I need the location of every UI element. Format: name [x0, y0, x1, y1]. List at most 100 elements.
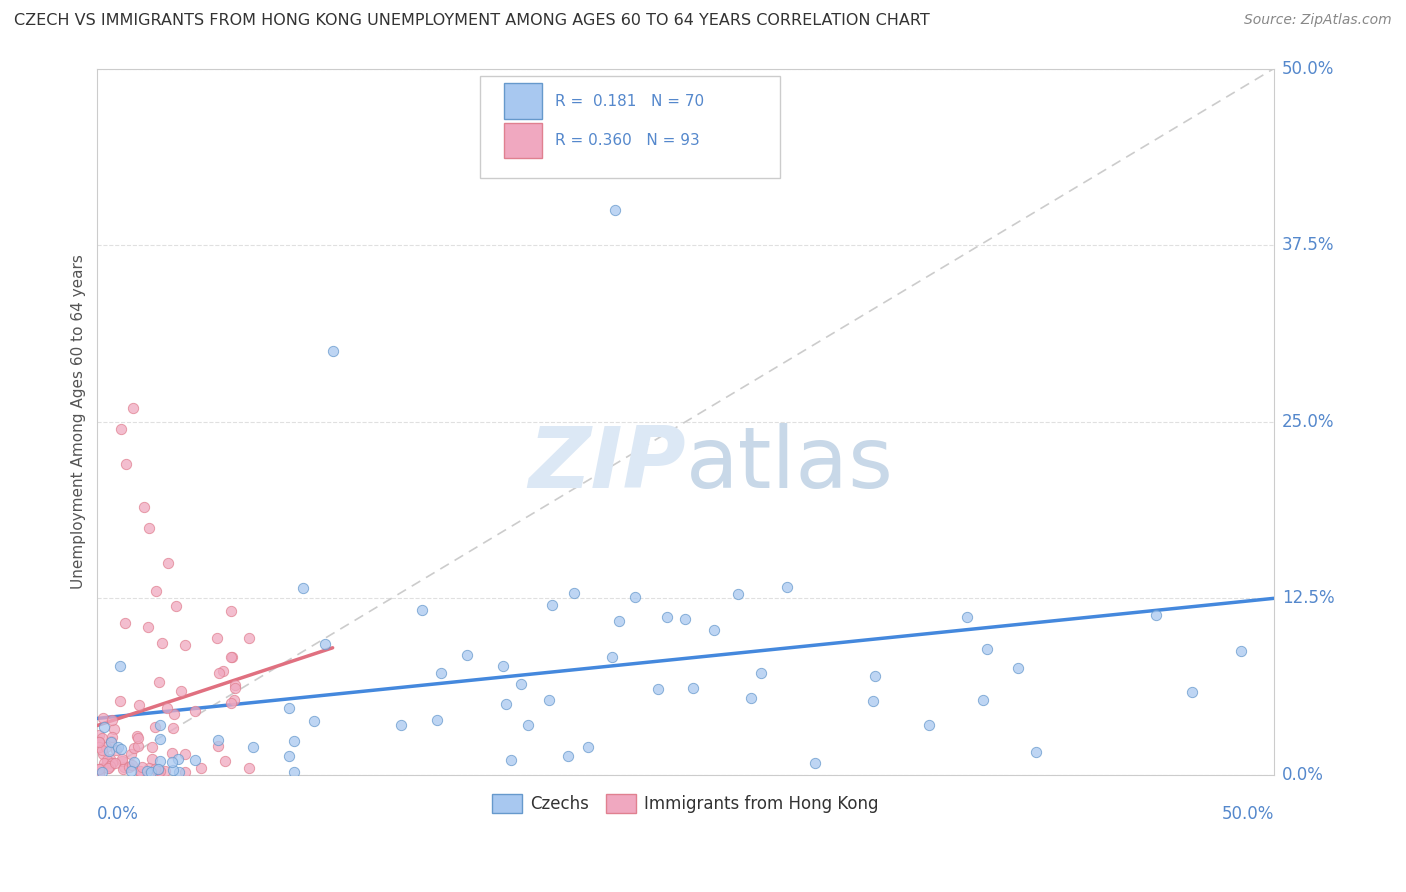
Point [96, 753, 118, 767]
Point [205, 631, 228, 645]
Text: Source: ZipAtlas.com: Source: ZipAtlas.com [1244, 13, 1392, 28]
Point [221, 650, 243, 665]
Point [101, 756, 124, 770]
Point [127, 739, 149, 753]
Text: 0.0%: 0.0% [1282, 766, 1324, 784]
Point [557, 749, 579, 764]
Point [143, 720, 166, 734]
Point [108, 659, 131, 673]
Point [101, 756, 124, 771]
Point [131, 767, 153, 781]
Point [100, 734, 122, 748]
Point [101, 713, 124, 727]
Point [516, 718, 538, 732]
Point [94, 740, 117, 755]
Point [163, 707, 186, 722]
Point [143, 762, 166, 776]
Point [156, 701, 179, 715]
Point [162, 763, 184, 777]
Point [112, 760, 135, 774]
Point [167, 765, 190, 780]
Point [90, 743, 112, 757]
Point [603, 202, 626, 217]
Point [302, 714, 325, 728]
Point [972, 693, 994, 707]
Point [87, 763, 110, 777]
Point [110, 694, 132, 708]
Point [93, 756, 115, 770]
Point [107, 740, 129, 755]
Point [98, 758, 121, 772]
Point [97, 762, 120, 776]
Point [1025, 745, 1047, 759]
Point [89, 735, 111, 749]
Point [149, 764, 172, 779]
Legend: Czechs, Immigrants from Hong Kong: Czechs, Immigrants from Hong Kong [485, 787, 886, 820]
Point [703, 624, 725, 638]
Point [101, 731, 124, 745]
Point [863, 668, 886, 682]
Point [124, 740, 146, 755]
Text: ZIP: ZIP [527, 423, 686, 506]
Point [98, 744, 121, 758]
Point [152, 636, 174, 650]
Point [173, 747, 195, 761]
Point [136, 620, 159, 634]
Point [141, 739, 163, 754]
Point [242, 740, 264, 755]
Point [165, 599, 187, 613]
Point [138, 761, 160, 775]
Point [135, 764, 157, 778]
Point [501, 753, 523, 767]
Text: 50.0%: 50.0% [1282, 60, 1334, 78]
Point [118, 760, 141, 774]
Point [510, 677, 533, 691]
Text: 50.0%: 50.0% [1222, 805, 1274, 823]
Point [146, 762, 169, 776]
Point [87, 762, 110, 776]
Point [149, 718, 172, 732]
Point [124, 755, 146, 769]
Point [238, 761, 260, 775]
Point [146, 762, 169, 776]
Point [749, 666, 772, 681]
Point [120, 747, 142, 762]
Point [207, 739, 229, 753]
Point [110, 422, 132, 436]
Text: R =  0.181   N = 70: R = 0.181 N = 70 [555, 94, 704, 109]
Point [673, 612, 696, 626]
Text: 0.0%: 0.0% [97, 805, 139, 823]
Point [134, 500, 156, 514]
Point [647, 681, 669, 696]
Point [174, 764, 197, 779]
Point [292, 581, 315, 595]
Point [114, 457, 136, 471]
Point [283, 765, 305, 780]
Point [322, 344, 344, 359]
Point [1007, 661, 1029, 675]
Point [87, 767, 110, 781]
Point [127, 730, 149, 744]
Point [207, 732, 229, 747]
Point [121, 758, 143, 772]
Point [456, 648, 478, 662]
Point [803, 756, 825, 770]
Point [121, 401, 143, 415]
Point [110, 741, 132, 756]
FancyBboxPatch shape [479, 76, 780, 178]
Point [562, 586, 585, 600]
Point [492, 659, 515, 673]
Point [98, 752, 121, 766]
Point [918, 718, 941, 732]
Point [214, 755, 236, 769]
Point [430, 665, 453, 680]
Point [97, 761, 120, 775]
Point [976, 642, 998, 657]
Point [1144, 607, 1167, 622]
Y-axis label: Unemployment Among Ages 60 to 64 years: Unemployment Among Ages 60 to 64 years [72, 254, 86, 590]
Point [495, 697, 517, 711]
Point [221, 604, 243, 618]
Point [776, 580, 799, 594]
Point [541, 599, 564, 613]
Point [93, 720, 115, 734]
